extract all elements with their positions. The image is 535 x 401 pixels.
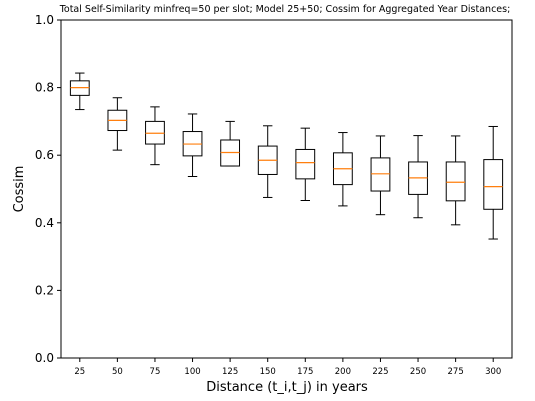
x-axis-label: Distance (t_i,t_j) in years	[206, 380, 368, 395]
y-tick-label: 0.4	[35, 216, 54, 230]
box-275	[445, 135, 466, 226]
y-tick-label: 0.2	[35, 283, 54, 297]
box-body	[445, 161, 466, 202]
x-tick-label: 250	[410, 367, 426, 377]
x-tick-label: 100	[184, 367, 200, 377]
x-tick-label: 300	[485, 367, 501, 377]
box-150	[257, 125, 278, 198]
chart-title: Total Self-Similarity minfreq=50 per slo…	[59, 4, 511, 15]
box-body	[483, 159, 504, 210]
box-body	[370, 157, 391, 192]
box-200	[332, 132, 353, 207]
x-tick-label: 25	[74, 367, 85, 377]
y-tick-label: 0.0	[35, 351, 54, 365]
box-100	[182, 113, 203, 177]
y-tick-label: 1.0	[35, 13, 54, 27]
box-225	[370, 135, 391, 216]
y-tick-label: 0.8	[35, 81, 54, 95]
x-tick-label: 125	[222, 367, 238, 377]
box-75	[145, 106, 165, 166]
box-175	[295, 127, 316, 201]
y-axis: 0.0 0.2 0.4 0.6 0.8 1.0	[35, 13, 61, 365]
x-tick-label: 200	[335, 367, 351, 377]
x-tick-label: 150	[260, 367, 276, 377]
y-axis-label: Cossim	[12, 166, 27, 213]
y-tick-label: 0.6	[35, 148, 54, 162]
x-tick-label: 75	[150, 367, 161, 377]
plot-frame	[60, 19, 513, 359]
box-125	[220, 120, 241, 167]
box-50	[107, 97, 128, 151]
x-tick-label: 275	[448, 367, 464, 377]
box-body	[295, 148, 316, 180]
box-250	[408, 135, 428, 219]
box-25	[69, 72, 90, 111]
box-series	[69, 72, 504, 240]
x-tick-label: 225	[372, 367, 388, 377]
box-300	[483, 125, 504, 240]
x-tick-label: 50	[112, 367, 123, 377]
x-tick-label: 175	[297, 367, 313, 377]
x-axis: 25 50 75 100 125 150 175 200 225 250 275 300	[74, 358, 501, 377]
